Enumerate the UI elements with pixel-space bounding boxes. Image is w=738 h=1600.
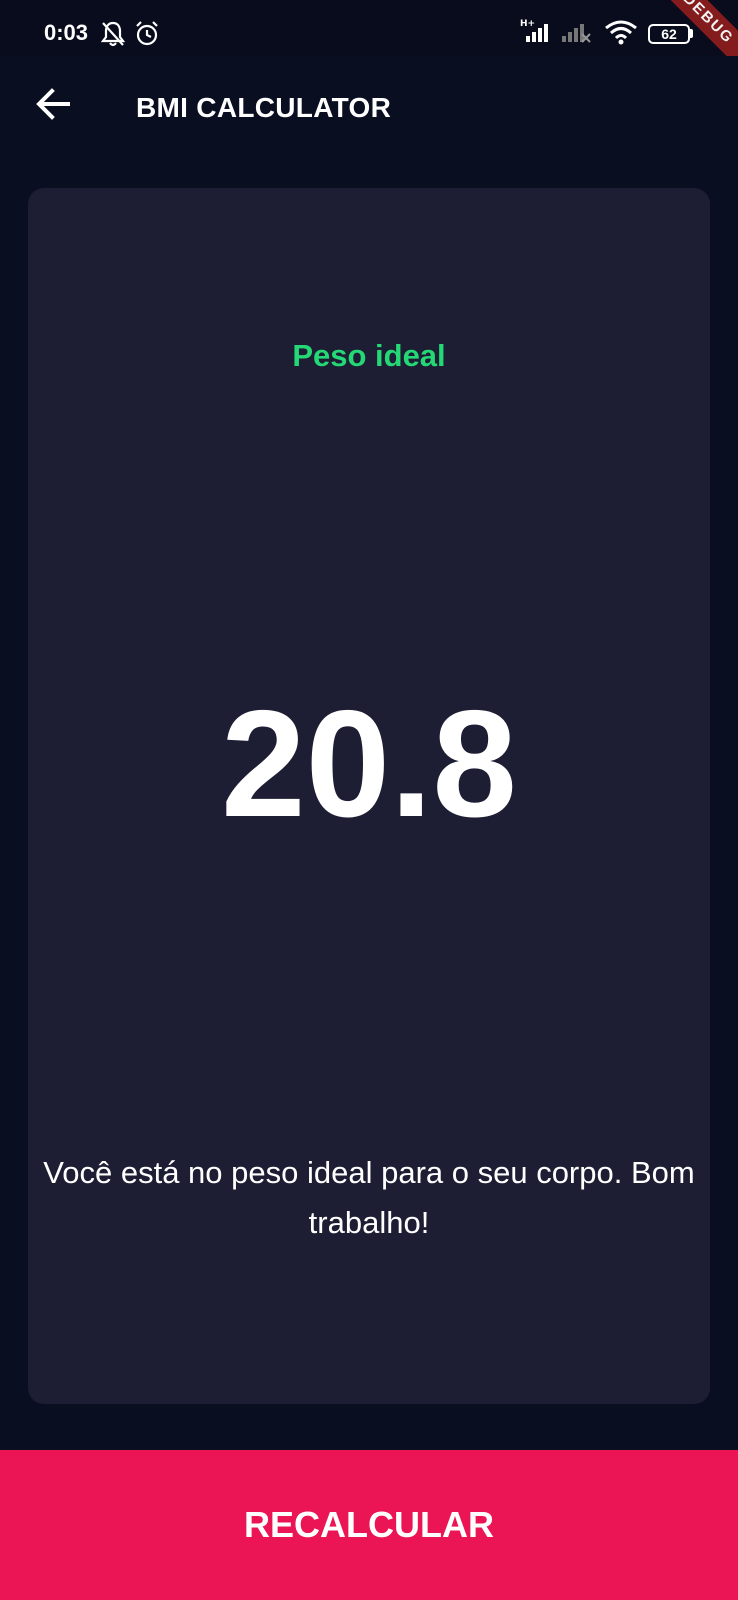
back-button[interactable]	[30, 80, 78, 128]
notifications-off-icon	[100, 20, 126, 53]
svg-text:H+: H+	[520, 19, 535, 29]
signal-icon: H+	[520, 16, 554, 51]
app-bar: BMI CALCULATOR	[0, 56, 738, 160]
wifi-icon	[604, 18, 638, 51]
battery-nub	[690, 29, 693, 38]
status-time: 0:03	[44, 20, 89, 45]
status-bar: 0:03 H+	[0, 0, 738, 56]
page-title: BMI CALCULATOR	[136, 92, 392, 123]
battery-icon: 62	[648, 24, 690, 44]
arrow-back-icon	[36, 88, 70, 120]
alarm-icon	[134, 20, 160, 53]
result-interpretation: Você está no peso ideal para o seu corpo…	[43, 1155, 695, 1240]
result-card: Peso ideal 20.8 Você está no peso ideal …	[28, 188, 710, 1404]
result-status: Peso ideal	[292, 338, 446, 373]
bmi-value: 20.8	[221, 679, 517, 849]
recalculate-button[interactable]: RECALCULAR	[0, 1450, 738, 1600]
signal-no-service-icon	[560, 16, 592, 51]
